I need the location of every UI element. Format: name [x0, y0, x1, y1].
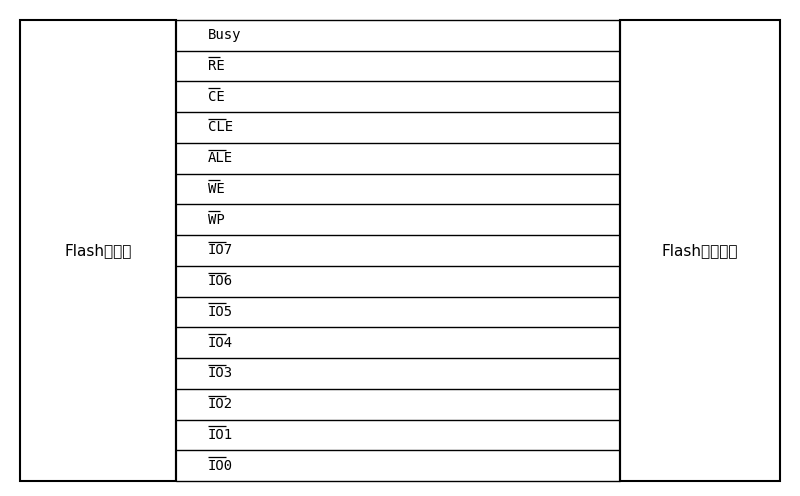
Bar [620, 20, 780, 481]
Text: IO1: IO1 [208, 428, 233, 442]
Text: IO0: IO0 [208, 459, 233, 473]
Text: ALE: ALE [208, 151, 233, 165]
Text: IO5: IO5 [208, 305, 233, 319]
Text: RE: RE [208, 59, 225, 73]
Text: IO4: IO4 [208, 336, 233, 350]
Text: Flash控制器: Flash控制器 [64, 243, 132, 258]
Text: WP: WP [208, 213, 225, 227]
Text: IO3: IO3 [208, 367, 233, 380]
Text: CLE: CLE [208, 121, 233, 134]
Text: IO2: IO2 [208, 397, 233, 411]
Text: Busy: Busy [208, 28, 242, 42]
Text: IO6: IO6 [208, 274, 233, 288]
Text: Flash存储芯片: Flash存储芯片 [662, 243, 738, 258]
Text: WE: WE [208, 182, 225, 196]
Text: CE: CE [208, 90, 225, 104]
Text: IO7: IO7 [208, 244, 233, 257]
Bar [20, 20, 176, 481]
